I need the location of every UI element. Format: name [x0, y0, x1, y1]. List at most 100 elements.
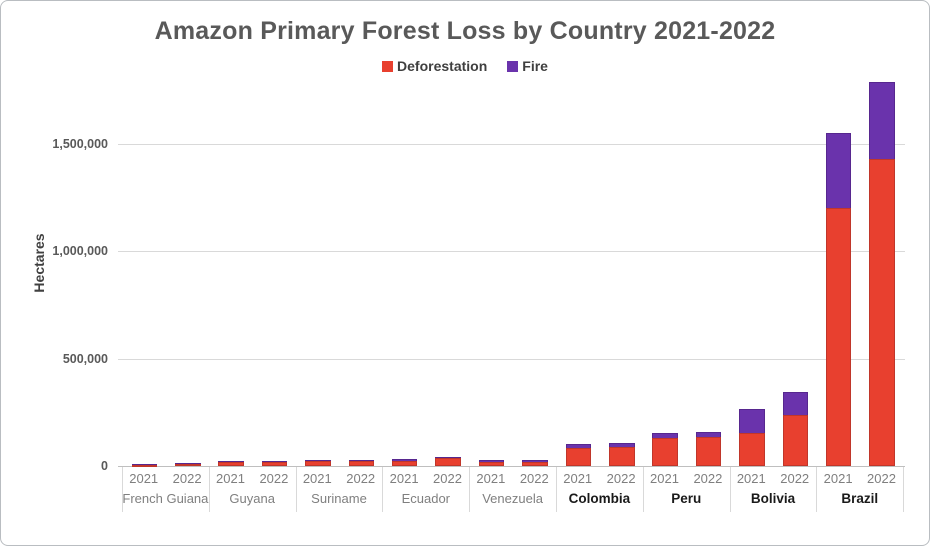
category-separator [122, 466, 123, 512]
bar-segment-deforestation [739, 432, 765, 466]
year-label-row: 2021 2022 [556, 471, 643, 487]
year-label: 2022 [606, 471, 636, 486]
bar-segment-deforestation [348, 460, 375, 466]
year-label: 2022 [259, 471, 289, 486]
y-tick-label: 1,000,000 [52, 244, 108, 259]
bar-segment-deforestation [478, 461, 505, 466]
category-separator [208, 466, 210, 512]
bar-segment-deforestation [435, 458, 461, 466]
bar-segment-fire [782, 391, 809, 416]
year-label: 2021 [823, 471, 853, 486]
bar-segment-fire [609, 443, 635, 447]
year-label: 2021 [563, 471, 593, 486]
year-label: 2022 [693, 471, 723, 486]
legend-label: Deforestation [397, 58, 488, 74]
country-label: Venezuela [482, 491, 543, 506]
year-label: 2022 [172, 471, 202, 486]
legend: Deforestation Fire [1, 58, 929, 74]
bar-brazil-2021 [825, 133, 852, 466]
year-label: 2021 [216, 471, 245, 486]
year-label: 2021 [650, 471, 679, 486]
year-label: 2021 [736, 471, 766, 486]
legend-label: Fire [522, 58, 548, 74]
bar-colombia-2021 [565, 444, 591, 466]
country-label: French Guiana [122, 491, 209, 506]
bar-segment-fire [522, 460, 548, 462]
bar-colombia-2022 [609, 443, 635, 466]
bar-ecuador-2022 [435, 457, 461, 466]
category-separator [642, 466, 644, 512]
bar-segment-fire [825, 133, 852, 209]
year-label: 2022 [346, 471, 376, 486]
country-label: Ecuador [401, 491, 450, 506]
bar-segment-deforestation [391, 460, 418, 466]
category-separator [816, 466, 818, 512]
year-label-row: 2021 2022 [816, 471, 903, 487]
bar-segment-fire [739, 409, 765, 433]
category-separator [729, 466, 731, 512]
year-label-row: 2021 2022 [469, 471, 556, 487]
bar-french-guiana-2022 [175, 462, 201, 466]
bar-segment-deforestation [305, 461, 331, 466]
y-tick-label: 0 [101, 459, 108, 473]
legend-item-deforestation: Deforestation [382, 58, 487, 74]
country-label: Peru [671, 491, 702, 506]
bar-french-guiana-2021 [131, 463, 157, 467]
year-label: 2022 [867, 471, 896, 486]
bar-segment-deforestation [218, 461, 244, 466]
bar-bolivia-2021 [739, 409, 765, 466]
bar-segment-fire [348, 459, 375, 461]
bar-segment-fire [391, 459, 418, 461]
country-label: Brazil [841, 491, 879, 506]
bar-segment-deforestation [175, 463, 201, 466]
bar-segment-deforestation [825, 208, 852, 466]
category-separator [556, 466, 557, 512]
year-label-row: 2021 2022 [382, 471, 469, 487]
bar-segment-fire [131, 463, 157, 465]
year-label-row: 2021 2022 [730, 471, 817, 487]
gridline-0 [118, 466, 905, 467]
bar-segment-fire [565, 444, 591, 449]
bar-peru-2022 [695, 432, 722, 466]
bar-venezuela-2021 [478, 460, 505, 466]
bar-brazil-2022 [869, 81, 895, 466]
year-label-row: 2021 2022 [296, 471, 383, 487]
bar-suriname-2022 [348, 459, 375, 466]
bar-guyana-2021 [218, 460, 244, 466]
year-label: 2022 [433, 471, 462, 486]
category-separator [469, 466, 471, 512]
legend-swatch-fire [507, 60, 519, 72]
bar-segment-fire [695, 432, 722, 437]
country-label: Guyana [229, 491, 275, 506]
bar-segment-deforestation [782, 415, 809, 466]
bar-guyana-2022 [261, 460, 288, 466]
bar-segment-deforestation [565, 448, 591, 466]
bar-segment-deforestation [869, 158, 895, 466]
bar-ecuador-2021 [391, 459, 418, 466]
bar-segment-fire [261, 460, 288, 462]
year-label-row: 2021 2022 [643, 471, 730, 487]
year-label: 2021 [129, 471, 159, 486]
bar-segment-fire [652, 432, 678, 439]
bar-segment-deforestation [522, 461, 548, 466]
bar-segment-fire [218, 460, 244, 462]
bar-segment-fire [869, 81, 895, 159]
bar-segment-deforestation [131, 464, 157, 467]
year-label: 2022 [780, 471, 810, 486]
y-tick-label: 1,500,000 [52, 137, 108, 151]
bar-venezuela-2022 [522, 460, 548, 466]
chart-title: Amazon Primary Forest Loss by Country 20… [154, 17, 776, 45]
gridline-1,000,000 [118, 251, 905, 253]
bar-segment-deforestation [261, 461, 288, 466]
category-separator [903, 466, 905, 512]
bar-suriname-2021 [305, 460, 331, 466]
year-label-row: 2021 2022 [122, 471, 209, 487]
year-label: 2021 [389, 471, 419, 486]
gridline-1,500,000 [118, 144, 905, 145]
bar-segment-fire [478, 460, 505, 462]
bar-bolivia-2022 [782, 391, 809, 466]
country-label: Suriname [311, 491, 367, 506]
legend-item-fire: Fire [507, 58, 548, 74]
year-label: 2021 [302, 471, 332, 486]
